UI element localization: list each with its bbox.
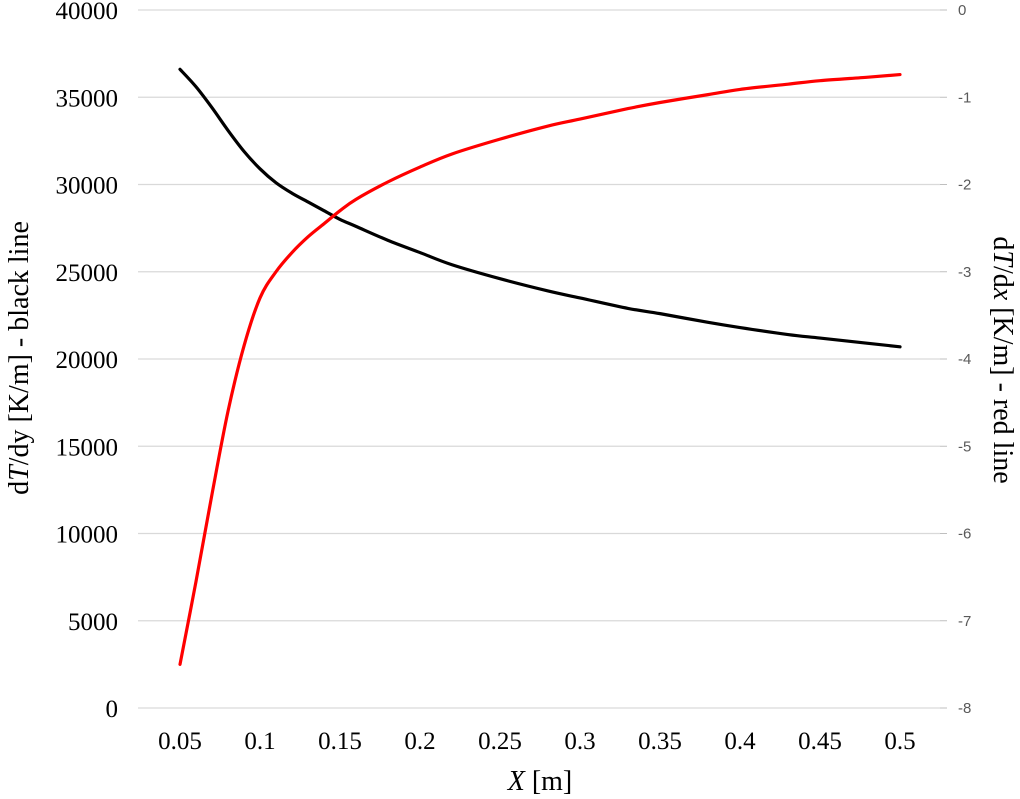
y-left-tick-label: 35000 [56,85,119,112]
x-tick-label: 0.35 [638,728,682,755]
y-left-tick-label: 5000 [68,609,118,636]
red-line-series [178,72,902,666]
x-tick-label: 0.3 [564,728,595,755]
y-left-tick-label: 25000 [56,260,119,287]
y-left-tick-label: 10000 [56,522,119,549]
y-right-tick-label: -5 [958,438,971,455]
x-tick-label: 0.5 [884,728,915,755]
y-right-tick-label: -1 [958,89,971,106]
y-left-tick-label: 0 [106,696,119,723]
x-tick-label: 0.15 [318,728,362,755]
x-tick-label: 0.1 [244,728,275,755]
y-right-tick-label: -4 [958,351,971,368]
y-left-tick-label: 30000 [56,173,119,200]
x-tick-label: 0.2 [404,728,435,755]
black-line-series [178,67,902,349]
y-right-tick-label: -6 [958,526,971,543]
y-left-tick-label: 15000 [56,434,119,461]
gridlines [138,9,940,709]
x-tick-label: 0.4 [724,728,756,755]
y-right-tick-label: -8 [958,700,971,717]
x-tick-label: 0.05 [158,728,202,755]
y-left-tick-labels: 0 5000 10000 15000 20000 25000 30000 35000 40000 [56,0,119,723]
y-left-tick-label: 20000 [56,347,119,374]
y-left-tick-label: 40000 [56,0,119,25]
y-right-tick-label: -2 [958,177,971,194]
y-left-axis-title: dT/dy [K/m] - black line [4,221,35,495]
y-right-tick-labels: -8 -7 -6 -5 -4 -3 -2 -1 0 [940,2,971,717]
y-right-tick-label: 0 [958,2,966,19]
y-right-tick-label: -3 [958,264,971,281]
x-tick-label: 0.45 [798,728,842,755]
y-right-axis-title: dT/dx [K/m] - red line [987,236,1018,483]
x-tick-label: 0.25 [478,728,522,755]
x-tick-labels: 0.05 0.1 0.15 0.2 0.25 0.3 0.35 0.4 0.45 0.5 [158,728,916,755]
y-right-tick-label: -7 [958,613,971,630]
series-lines [178,67,902,666]
x-axis-title: X [m] [507,766,573,797]
